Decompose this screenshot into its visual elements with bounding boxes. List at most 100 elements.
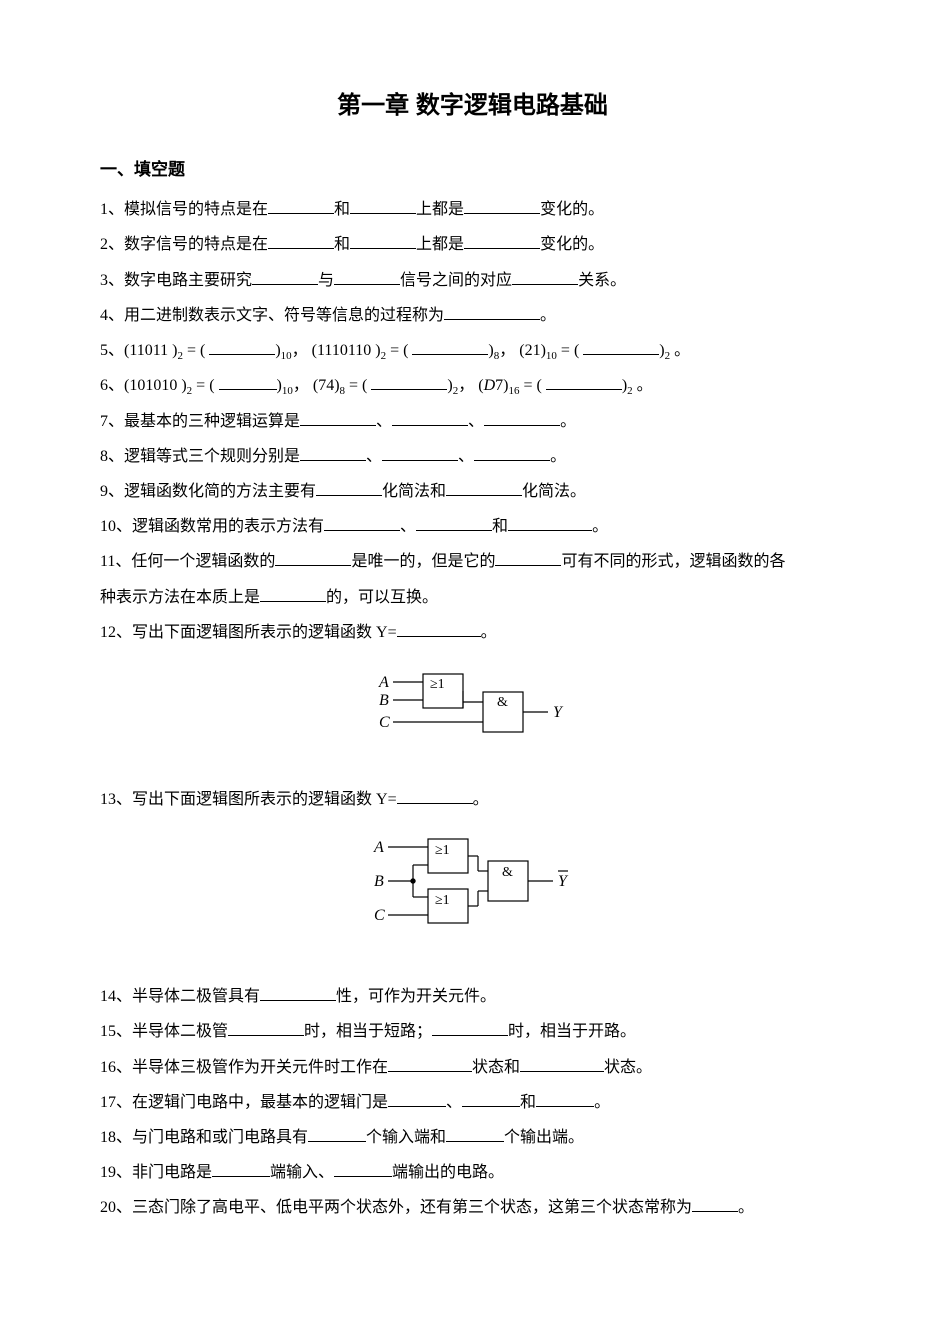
question-3: 3、数字电路主要研究与信号之间的对应关系。 bbox=[100, 263, 845, 298]
q5-sub-e: 10 bbox=[546, 350, 557, 362]
q11-text-b: 是唯一的，但是它的 bbox=[351, 553, 495, 570]
q20-num: 20、 bbox=[100, 1199, 132, 1216]
q12-end: 。 bbox=[481, 624, 497, 641]
q6-num: 6、 bbox=[100, 377, 124, 394]
label-Y: Y bbox=[553, 704, 564, 721]
question-20: 20、三态门除了高电平、低电平两个状态外，还有第三个状态，这第三个状态常称为。 bbox=[100, 1190, 845, 1225]
q10-sep: 、 bbox=[400, 518, 416, 535]
question-9: 9、逻辑函数化简的方法主要有化简法和化简法。 bbox=[100, 474, 845, 509]
q3-text-d: 关系。 bbox=[578, 272, 626, 289]
q13-end: 。 bbox=[473, 791, 489, 808]
label-A: A bbox=[378, 674, 389, 691]
question-10: 10、逻辑函数常用的表示方法有、和。 bbox=[100, 509, 845, 544]
blank bbox=[316, 480, 382, 496]
label-Y: Y bbox=[558, 873, 569, 890]
blank bbox=[583, 339, 659, 355]
label-A: A bbox=[373, 839, 384, 856]
q1-text-b: 和 bbox=[334, 201, 350, 218]
q6-a: (101010 ) bbox=[124, 377, 187, 394]
and-gate-label: & bbox=[502, 865, 513, 880]
section-heading: 一、填空题 bbox=[100, 151, 845, 188]
blank bbox=[350, 198, 416, 214]
q19-text-a: 非门电路是 bbox=[132, 1164, 212, 1181]
q12-num: 12、 bbox=[100, 624, 132, 641]
question-7: 7、最基本的三种逻辑运算是、、。 bbox=[100, 404, 845, 439]
q1-text-a: 模拟信号的特点是在 bbox=[124, 201, 268, 218]
q17-end: 。 bbox=[594, 1094, 610, 1111]
label-C: C bbox=[379, 714, 390, 731]
q20-text-a: 三态门除了高电平、低电平两个状态外，还有第三个状态，这第三个状态常称为 bbox=[132, 1199, 692, 1216]
q4-text-a: 用二进制数表示文字、符号等信息的过程称为 bbox=[124, 307, 444, 324]
question-11: 11、任何一个逻辑函数的是唯一的，但是它的可有不同的形式，逻辑函数的各 bbox=[100, 544, 845, 579]
q15-text-a: 半导体二极管 bbox=[132, 1023, 228, 1040]
blank bbox=[334, 1161, 392, 1177]
question-2: 2、数字信号的特点是在和上都是变化的。 bbox=[100, 227, 845, 262]
logic-diagram-1: A B C Y ≥1 & bbox=[373, 664, 573, 764]
blank bbox=[350, 233, 416, 249]
q5-eq3: = ( bbox=[557, 342, 583, 359]
diagram1-gate-labels: ≥1 & bbox=[430, 677, 508, 710]
question-5: 5、(11011 )2 = ( )10， (1110110 )2 = ( )8，… bbox=[100, 333, 845, 368]
blank bbox=[252, 268, 318, 284]
q9-text-b: 化简法和 bbox=[382, 483, 446, 500]
q9-text-a: 逻辑函数化简的方法主要有 bbox=[124, 483, 316, 500]
q11-text-c: 可有不同的形式，逻辑函数的各 bbox=[561, 553, 785, 570]
q5-a: (11011 ) bbox=[124, 342, 177, 359]
q6-sub-b: 10 bbox=[282, 386, 293, 398]
blank bbox=[268, 233, 334, 249]
q6-mid1: ， (74) bbox=[293, 377, 340, 394]
q14-text-b: 性，可作为开关元件。 bbox=[336, 988, 496, 1005]
q18-num: 18、 bbox=[100, 1129, 132, 1146]
blank bbox=[416, 515, 492, 531]
blank bbox=[512, 268, 578, 284]
q18-text-a: 与门电路和或门电路具有 bbox=[132, 1129, 308, 1146]
or-gate-label: ≥1 bbox=[430, 677, 445, 692]
chapter-title: 第一章 数字逻辑电路基础 bbox=[100, 80, 845, 133]
q4-num: 4、 bbox=[100, 307, 124, 324]
or-gate-1-label: ≥1 bbox=[435, 843, 450, 858]
q14-text-a: 半导体二极管具有 bbox=[132, 988, 260, 1005]
blank bbox=[397, 788, 473, 804]
blank bbox=[382, 445, 458, 461]
question-12: 12、写出下面逻辑图所表示的逻辑函数 Y= 。 bbox=[100, 615, 845, 650]
blank bbox=[446, 480, 522, 496]
q12-text-a: 写出下面逻辑图所表示的逻辑函数 Y= bbox=[132, 624, 397, 641]
blank bbox=[371, 374, 447, 390]
q1-text-d: 变化的。 bbox=[540, 201, 604, 218]
q16-num: 16、 bbox=[100, 1059, 132, 1076]
q10-num: 10、 bbox=[100, 518, 132, 535]
blank bbox=[209, 339, 275, 355]
q17-and: 和 bbox=[520, 1094, 536, 1111]
q17-text-a: 在逻辑门电路中，最基本的逻辑门是 bbox=[132, 1094, 388, 1111]
q2-text-c: 上都是 bbox=[416, 236, 464, 253]
q6-seven: 7) bbox=[495, 377, 508, 394]
question-6: 6、(101010 )2 = ( )10， (74)8 = ( )2， (D7)… bbox=[100, 368, 845, 403]
q5-eq1: = ( bbox=[183, 342, 209, 359]
blank bbox=[388, 1091, 446, 1107]
q11-text-a: 任何一个逻辑函数的 bbox=[131, 553, 275, 570]
q10-end: 。 bbox=[592, 518, 608, 535]
q7-text-a: 最基本的三种逻辑运算是 bbox=[124, 413, 300, 430]
blank bbox=[212, 1161, 270, 1177]
question-16: 16、半导体三极管作为开关元件时工作在状态和状态。 bbox=[100, 1050, 845, 1085]
or-gate-2-label: ≥1 bbox=[435, 893, 450, 908]
q6-end: 。 bbox=[633, 377, 653, 394]
question-13: 13、写出下面逻辑图所表示的逻辑函数 Y=。 bbox=[100, 782, 845, 817]
q3-text-c: 信号之间的对应 bbox=[400, 272, 512, 289]
blank bbox=[397, 621, 481, 637]
blank bbox=[692, 1196, 738, 1212]
question-18: 18、与门电路和或门电路具有个输入端和个输出端。 bbox=[100, 1120, 845, 1155]
and-gate-label: & bbox=[497, 695, 508, 710]
blank bbox=[444, 304, 540, 320]
q5-mid2: ， (21) bbox=[499, 342, 546, 359]
question-8: 8、逻辑等式三个规则分别是、、。 bbox=[100, 439, 845, 474]
blank bbox=[462, 1091, 520, 1107]
q19-text-c: 端输出的电路。 bbox=[392, 1164, 504, 1181]
blank bbox=[308, 1126, 366, 1142]
question-4: 4、用二进制数表示文字、符号等信息的过程称为。 bbox=[100, 298, 845, 333]
question-14: 14、半导体二极管具有性，可作为开关元件。 bbox=[100, 979, 845, 1014]
q3-num: 3、 bbox=[100, 272, 124, 289]
q18-text-c: 个输出端。 bbox=[504, 1129, 584, 1146]
q2-text-a: 数字信号的特点是在 bbox=[124, 236, 268, 253]
blank bbox=[219, 374, 277, 390]
